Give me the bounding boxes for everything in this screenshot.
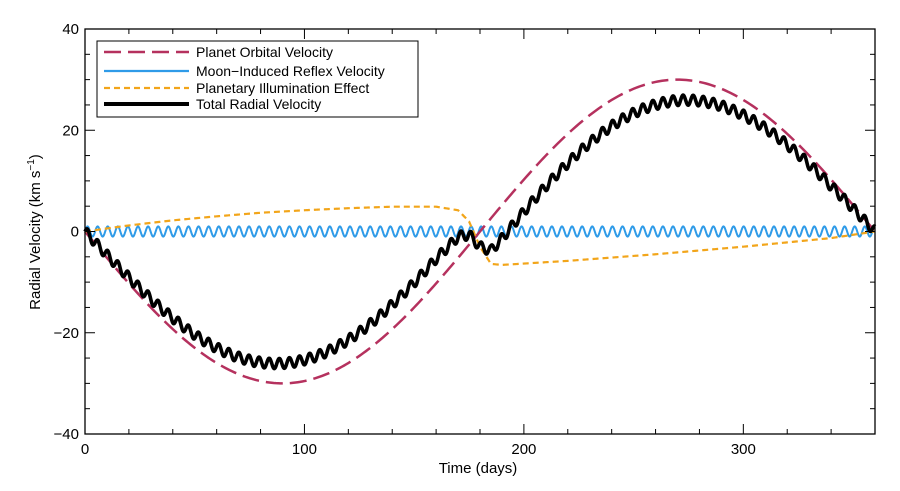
x-tick-label: 200 bbox=[511, 441, 536, 458]
axis-tick-labels: 0 100 200 300 −40 −20 0 20 40 bbox=[54, 21, 756, 458]
series-planet-orbital-velocity bbox=[84, 78, 876, 385]
y-tick-label: −40 bbox=[54, 426, 79, 443]
legend-label-total-radial-velocity: Total Radial Velocity bbox=[196, 96, 321, 112]
plot-lines bbox=[83, 78, 877, 385]
x-tick-label: 300 bbox=[731, 441, 756, 458]
legend-label-planet-orbital-velocity: Planet Orbital Velocity bbox=[196, 44, 333, 60]
x-tick-label: 100 bbox=[292, 441, 317, 458]
series-planetary-illumination-effect bbox=[84, 205, 876, 267]
y-axis-label: Radial Velocity (km s−1) bbox=[26, 154, 44, 310]
y-tick-label: 40 bbox=[62, 21, 79, 38]
y-tick-label: 0 bbox=[71, 224, 79, 241]
legend-label-illumination-effect: Planetary Illumination Effect bbox=[196, 80, 369, 96]
x-tick-label: 0 bbox=[81, 441, 89, 458]
series-total-radial-velocity bbox=[83, 93, 877, 371]
y-tick-label: −20 bbox=[54, 325, 79, 342]
axis-ticks bbox=[84, 28, 876, 435]
series-moon-induced-reflex-velocity bbox=[84, 225, 876, 238]
y-tick-label: 20 bbox=[62, 122, 79, 139]
legend: Planet Orbital Velocity Moon−Induced Ref… bbox=[96, 40, 419, 118]
x-axis-label: Time (days) bbox=[439, 460, 518, 477]
legend-label-moon-reflex-velocity: Moon−Induced Reflex Velocity bbox=[196, 63, 385, 79]
